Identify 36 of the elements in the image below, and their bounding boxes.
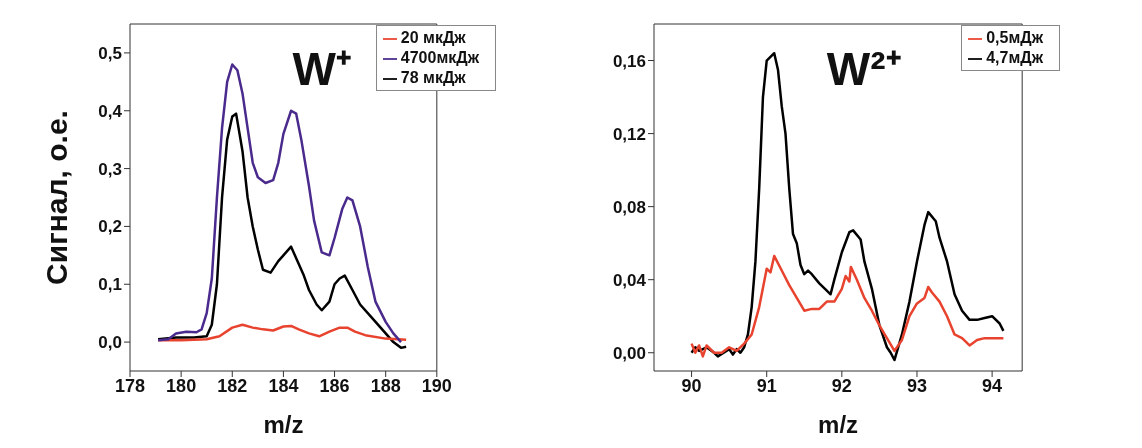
y-axis-title: Сигнал, о.е. xyxy=(39,110,73,285)
chart-title: W⁺ xyxy=(292,42,352,97)
y-tick-label: 0,04 xyxy=(612,270,647,290)
x-tick-label: 186 xyxy=(319,375,350,396)
x-axis-title: m/z xyxy=(263,411,304,438)
y-tick-label: 0,3 xyxy=(98,159,122,179)
x-tick-label: 182 xyxy=(217,375,248,396)
x-tick-label: 184 xyxy=(268,375,299,396)
x-tick-label: 190 xyxy=(421,375,452,396)
chart-title: W²⁺ xyxy=(826,42,902,97)
legend-label: 0,5мДж xyxy=(986,29,1043,46)
x-tick-label: 188 xyxy=(370,375,401,396)
line-series xyxy=(156,323,408,342)
x-tick-label: 180 xyxy=(166,375,197,396)
y-tick-label: 0,5 xyxy=(98,43,122,63)
line-series xyxy=(690,254,1005,358)
x-tick-label: 93 xyxy=(906,375,927,396)
y-tick-label: 0,0 xyxy=(98,333,122,353)
y-tick-label: 0,4 xyxy=(98,101,123,121)
y-tick-label: 0,08 xyxy=(612,197,646,217)
x-tick-label: 94 xyxy=(982,375,1003,396)
legend-label: 20 мкДж xyxy=(400,29,466,46)
x-tick-label: 90 xyxy=(681,375,702,396)
x-axis-title: m/z xyxy=(818,411,859,438)
y-tick-label: 0,00 xyxy=(612,343,646,363)
x-tick-label: 91 xyxy=(756,375,777,396)
y-tick-label: 0,12 xyxy=(612,124,646,144)
y-tick-label: 0,2 xyxy=(98,217,122,237)
legend-label: 78 мкДж xyxy=(400,69,466,86)
y-tick-label: 0,1 xyxy=(98,275,122,295)
y-tick-label: 0,16 xyxy=(612,51,646,71)
legend-label: 4,7мДж xyxy=(986,49,1043,66)
line-series xyxy=(156,112,408,350)
x-tick-label: 178 xyxy=(114,375,146,396)
legend-label: 4700мкДж xyxy=(400,49,479,66)
x-tick-label: 92 xyxy=(831,375,852,396)
